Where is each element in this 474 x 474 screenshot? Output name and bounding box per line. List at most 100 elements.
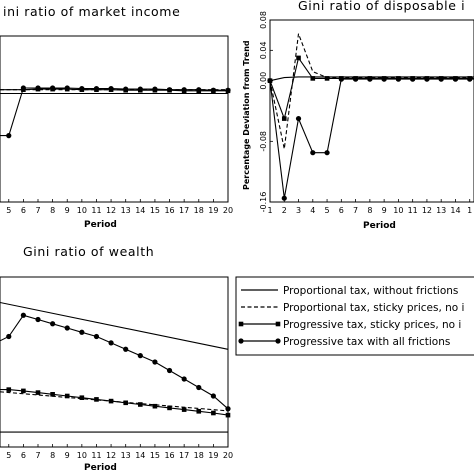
data-point-0	[267, 78, 273, 84]
data-point-3	[310, 76, 316, 81]
x-tick-label: 13	[121, 206, 131, 215]
x-tick-label: 11	[408, 206, 418, 215]
x-tick-label: 6	[339, 206, 344, 215]
series-s4	[0, 85, 231, 139]
data-point-8	[108, 340, 114, 346]
data-point-12	[438, 76, 444, 82]
x-tick-label: 18	[194, 206, 204, 215]
x-tick-label: 7	[35, 451, 40, 460]
x-tick-label: 8	[50, 206, 55, 215]
data-point-10	[138, 402, 143, 407]
data-point-9	[123, 346, 129, 352]
data-point-6	[352, 76, 359, 82]
x-tick-label: 10	[77, 206, 87, 215]
x-tick-label: 15	[150, 206, 160, 215]
data-point-b	[275, 338, 281, 344]
data-point-1	[281, 195, 287, 201]
series-s4	[267, 76, 474, 201]
data-point-11	[152, 359, 158, 365]
x-tick-label: 19	[208, 451, 218, 460]
data-point-a	[238, 321, 244, 327]
data-point-2	[20, 312, 26, 318]
x-tick-label: 17	[179, 206, 189, 215]
data-point-9	[123, 86, 129, 92]
x-tick-label: 7	[353, 206, 358, 215]
data-point-13	[452, 76, 459, 82]
data-point-1	[6, 333, 12, 340]
data-point-4	[324, 76, 330, 81]
data-point-a	[238, 338, 244, 344]
x-tick-label: 2	[282, 206, 287, 215]
x-tick-label: 14	[135, 451, 145, 460]
data-point-3	[35, 390, 41, 395]
x-tick-label: 13	[436, 206, 446, 215]
x-tick-label: 1	[467, 206, 472, 215]
data-point-3	[310, 150, 316, 156]
y-tick-label: -0.08	[259, 131, 268, 152]
y-tick-label: 0.00	[259, 72, 268, 90]
series-s2	[269, 33, 474, 150]
data-point-b	[275, 321, 281, 327]
x-tick-label: 20	[223, 206, 233, 215]
data-point-14	[196, 409, 202, 414]
data-point-9	[123, 400, 128, 406]
x-tick-label: 12	[106, 206, 116, 215]
data-point-12	[166, 87, 173, 93]
data-point-3	[35, 316, 41, 323]
y-tick-label: 0.08	[259, 11, 268, 29]
data-point-14	[467, 76, 473, 82]
data-point-10	[137, 86, 143, 92]
panel-wealth: Gini ratio of wealth 5 6 7 8 9 10 11 12 13 14 15 16…	[0, 244, 233, 473]
series-line	[0, 301, 229, 350]
data-point-5	[64, 393, 70, 399]
x-tick-label: 19	[208, 206, 218, 215]
data-point-6	[79, 85, 85, 92]
data-point-12	[166, 367, 173, 374]
data-point-1	[281, 116, 287, 121]
series-line	[269, 56, 474, 121]
data-point-10	[410, 76, 416, 82]
y-tick-label: 0.04	[259, 41, 268, 59]
x-tick-label: 6	[21, 451, 26, 460]
data-point-1	[6, 133, 12, 139]
data-point-13	[181, 376, 187, 382]
x-tick-label: 10	[77, 451, 87, 460]
data-point-8	[108, 85, 114, 92]
data-point-8	[381, 76, 387, 82]
x-axis-label: Period	[363, 221, 396, 231]
data-point-7	[367, 76, 373, 82]
plot-frame	[269, 19, 474, 203]
data-point-4	[50, 392, 55, 397]
chart-title: Gini ratio of disposable i	[298, 0, 465, 13]
x-tick-label: 9	[65, 451, 70, 460]
data-point-14	[196, 87, 202, 93]
x-tick-label: 13	[121, 451, 131, 460]
legend: Proportional tax, without frictions Propo…	[235, 276, 474, 356]
data-point-4	[50, 85, 56, 91]
x-tick-label: 1	[267, 206, 272, 215]
x-tick-label: 18	[194, 451, 204, 460]
x-tick-label: 12	[422, 206, 432, 215]
series-s3	[0, 387, 231, 418]
legend-label: Progressive tax with all frictions	[283, 336, 450, 348]
data-point-16	[225, 87, 231, 93]
data-point-4	[50, 321, 56, 327]
series-line	[0, 389, 229, 416]
chart-title: Gini ratio of wealth	[23, 244, 154, 259]
data-point-16	[225, 412, 231, 418]
series-line	[0, 88, 228, 92]
series-line	[0, 87, 228, 137]
y-ticks: 0.08 0.04 0.00 -0.08 -0.16	[259, 11, 273, 212]
x-tick-label: 9	[382, 206, 387, 215]
legend-entry-s4: Progressive tax with all frictions	[238, 336, 450, 348]
legend-entry-s2: Proportional tax, sticky prices, no i	[241, 302, 464, 314]
data-point-8	[108, 398, 114, 404]
x-ticks: 5 6 7 8 9 10 11 12 13 14 15 16 17 18 19 20	[6, 199, 233, 215]
data-point-13	[181, 87, 187, 93]
plot-frame	[0, 276, 229, 448]
data-point-13	[181, 407, 187, 412]
series-lines	[0, 301, 231, 433]
plot-frame	[0, 35, 229, 203]
x-tick-label: 8	[367, 206, 372, 215]
